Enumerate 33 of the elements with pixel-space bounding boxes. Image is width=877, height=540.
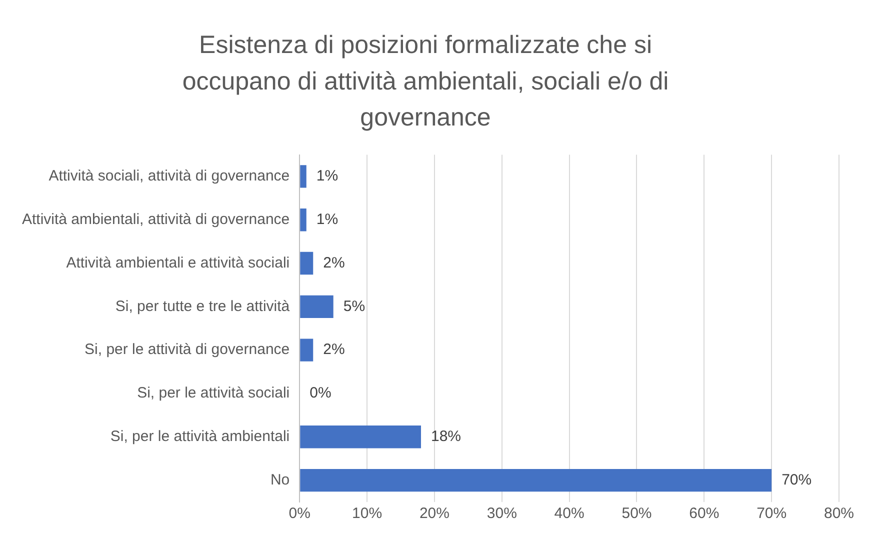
bar <box>300 165 306 188</box>
y-tick-label: Si, per tutte e tre le attività <box>115 298 290 315</box>
x-tick-label: 50% <box>622 505 652 522</box>
y-tick-label: Si, per le attività sociali <box>137 384 290 402</box>
x-tick-label: 60% <box>689 505 720 522</box>
data-label: 18% <box>430 428 462 446</box>
y-tick-label: Attività ambientali e attività sociali <box>66 254 290 272</box>
bar <box>300 338 314 362</box>
y-tick-label: Attività ambientali, attività di governance <box>22 211 290 228</box>
data-label: 5% <box>343 298 366 315</box>
y-tick-label: Si, per le attività ambientali <box>110 428 290 446</box>
bar <box>300 208 306 232</box>
y-tick-label: No <box>270 471 290 488</box>
data-label: 1% <box>316 168 338 185</box>
x-tick-label: 30% <box>486 505 517 522</box>
bar <box>300 295 334 318</box>
data-label: 1% <box>316 211 338 228</box>
x-tick-label: 20% <box>419 505 450 522</box>
data-label: 2% <box>323 341 345 358</box>
data-label: 2% <box>323 254 345 272</box>
chart-title: Esistenza di posizioni formalizzate che si occupano di attività ambientali, sociali e/o di governance <box>182 31 669 132</box>
bar <box>300 468 772 492</box>
x-tick-label: 70% <box>756 505 787 522</box>
x-tick-label: 0% <box>288 505 310 522</box>
bar <box>300 252 314 275</box>
data-label: 0% <box>310 384 332 402</box>
x-tick-label: 40% <box>554 505 584 522</box>
x-tick-label: 10% <box>352 505 382 522</box>
y-tick-label: Si, per le attività di governance <box>84 341 290 358</box>
bar <box>300 426 421 448</box>
data-label: 70% <box>782 471 812 488</box>
y-tick-label: Attività sociali, attività di governance <box>48 168 290 185</box>
x-tick-label: 80% <box>824 505 854 522</box>
